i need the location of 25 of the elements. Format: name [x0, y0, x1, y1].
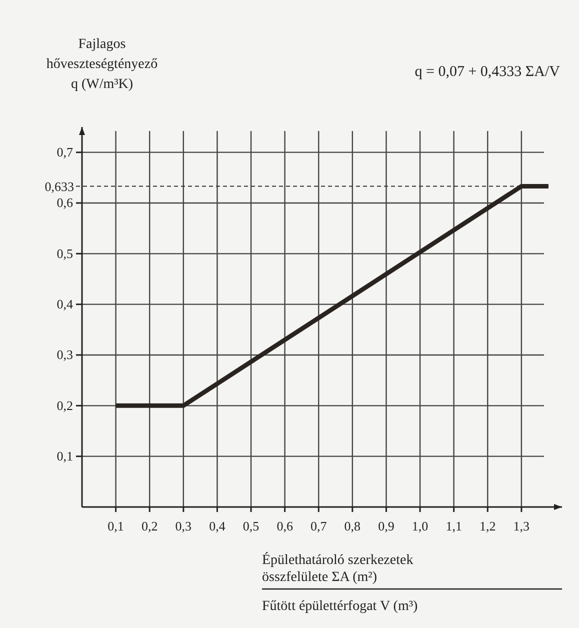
x-tick-label: 0,3 [175, 518, 192, 534]
x-tick-label: 0,6 [276, 518, 294, 534]
text: Fűtött épülettérfogat V (m³) [262, 599, 418, 614]
x-tick-label: 0,8 [344, 518, 361, 534]
text: q = 0,07 + 0,4333 ΣA/V [414, 64, 560, 80]
y-tick-label: 0,5 [56, 246, 73, 261]
x-tick-label: 1,0 [412, 518, 428, 534]
ref-line-label: 0,633 [44, 178, 74, 194]
x-tick-label: 1,3 [513, 518, 530, 534]
x-tick-label: 0,1 [108, 518, 124, 534]
x-tick-label: 0,5 [242, 518, 260, 534]
x-tick-label: 0,2 [141, 518, 158, 534]
y-tick-label: 0,1 [56, 448, 73, 464]
x-tick-label: 0,4 [209, 518, 226, 534]
x-tick-label: 0,9 [378, 518, 394, 534]
y-tick-label: 0,3 [56, 347, 73, 362]
x-axis-title: Épülethatároló szerkezetek összfelülete ΣA (m²) [262, 551, 414, 585]
y-tick-label: 0,7 [56, 144, 74, 160]
y-tick-label: 0,4 [56, 296, 74, 312]
x-tick-label: 1,2 [480, 518, 496, 534]
x-tick-label: 1,1 [446, 518, 462, 534]
y-axis-title: Fajlagos hőveszteségtényező q (W/m³K) [46, 37, 158, 92]
y-tick-label: 0,2 [56, 398, 73, 413]
y-tick-label: 0,6 [56, 195, 74, 210]
x-tick-label: 0,7 [310, 518, 328, 534]
